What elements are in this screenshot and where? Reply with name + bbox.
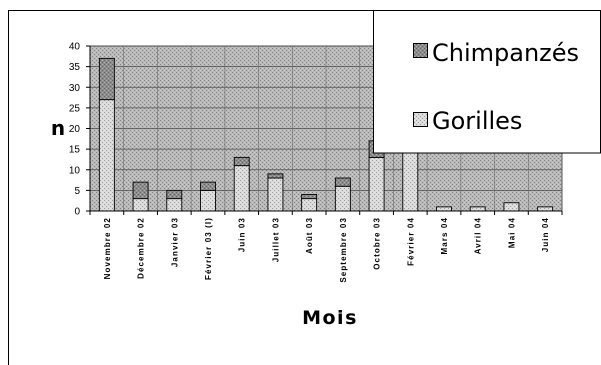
y-tick-label-35: 35 — [69, 62, 81, 73]
y-tick-label-30: 30 — [69, 83, 81, 94]
x-tick-label-janvier-03: Janvier 03 — [170, 217, 179, 267]
axes: 0 5 10 15 20 25 30 35 40 Novembre 02 Décembre 02 Ja… — [69, 42, 563, 283]
bar-chimpanzes-novembre-02 — [98, 57, 115, 101]
y-tick-label-10: 10 — [69, 165, 81, 176]
x-tick-label-mars-04: Mars 04 — [440, 217, 449, 255]
y-tick-label-40: 40 — [69, 42, 81, 53]
bar-chimpanzes-juin-03 — [233, 156, 250, 167]
legend-swatch-gorilles — [413, 112, 428, 127]
bar-chimpanzes-janvier-03 — [166, 189, 183, 200]
x-tick-label-mai-04: Mai 04 — [507, 217, 516, 248]
y-tick-label-5: 5 — [74, 186, 80, 197]
bar-gorilles-mars-04 — [436, 206, 452, 212]
x-tick-label-juin-04: Juin 04 — [541, 217, 550, 252]
y-tick-label-20: 20 — [69, 124, 81, 135]
bar-gorilles-fevrier-03-i — [200, 189, 216, 212]
bar-gorilles-mai-04 — [503, 202, 520, 212]
x-tick-label-juin-03: Juin 03 — [238, 217, 247, 252]
y-tick-label-15: 15 — [69, 145, 81, 156]
legend-swatch-chimpanzes — [413, 43, 428, 58]
x-tick-label-aout-03: Août 03 — [305, 217, 314, 254]
y-tick-label-0: 0 — [74, 207, 80, 218]
bar-chimpanzes-septembre-03 — [334, 177, 351, 187]
x-tick-label-juillet-03: Juillet 03 — [271, 217, 280, 262]
bar-gorilles-novembre-02 — [98, 99, 115, 212]
x-tick-label-avril-04: Avril 04 — [474, 217, 483, 254]
legend: Chimpanzés Gorilles — [373, 10, 601, 154]
bar-gorilles-octobre-03 — [368, 156, 385, 212]
x-tick-label-decembre-02: Décembre 02 — [137, 217, 146, 279]
bar-gorilles-aout-03 — [301, 198, 318, 212]
bar-chimpanzes-fevrier-03-i — [200, 181, 216, 191]
x-tick-label-septembre-03: Septembre 03 — [339, 217, 348, 283]
x-tick-label-octobre-03: Octobre 03 — [373, 217, 382, 270]
x-axis-label: Mois — [302, 307, 358, 329]
bar-gorilles-juillet-03 — [267, 177, 284, 212]
bar-gorilles-janvier-03 — [166, 198, 183, 212]
bar-gorilles-fevrier-04 — [402, 148, 419, 212]
chart-border — [8, 10, 374, 365]
bar-gorilles-decembre-02 — [132, 198, 149, 212]
y-tick-label-25: 25 — [69, 103, 81, 114]
y-axis-label: n — [51, 116, 65, 140]
legend-label-gorilles: Gorilles — [432, 107, 522, 135]
bar-gorilles-septembre-03 — [334, 185, 351, 212]
x-tick-label-fevrier-04: Février 04 — [406, 217, 415, 266]
legend-label-chimpanzes: Chimpanzés — [432, 39, 579, 67]
bar-gorilles-avril-04 — [469, 206, 486, 212]
bar-chimpanzes-aout-03 — [301, 194, 318, 200]
x-tick-label-novembre-02: Novembre 02 — [103, 217, 112, 279]
bar-chimpanzes-decembre-02 — [132, 181, 149, 200]
bar-gorilles-juin-03 — [233, 165, 250, 212]
x-tick-label-fevrier-03-i: Février 03 (I) — [204, 217, 213, 280]
bar-gorilles-juin-04 — [537, 206, 554, 212]
bar-chimpanzes-juillet-03 — [267, 173, 284, 179]
